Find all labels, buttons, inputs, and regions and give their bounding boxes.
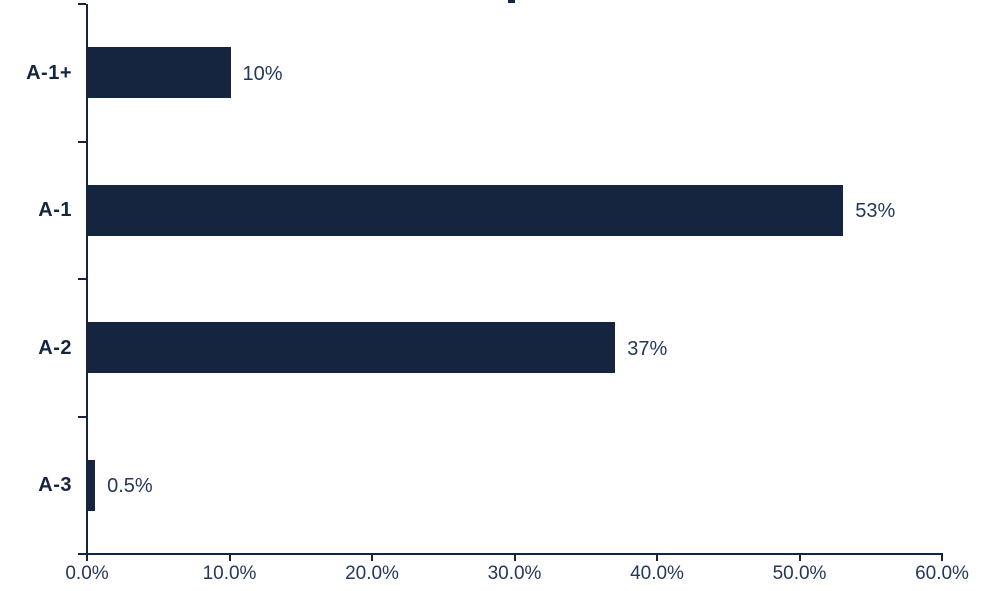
bar-a-1 (88, 184, 844, 236)
value-label: 10% (242, 62, 283, 85)
y-axis-tick (78, 553, 86, 555)
x-axis-tick (656, 555, 658, 561)
x-axis-tick (513, 555, 516, 561)
bar-a-2 (88, 322, 616, 374)
bar-a-1- (88, 47, 231, 99)
x-axis-tick-label: 20.0% (345, 563, 399, 584)
y-axis-tick (78, 140, 86, 143)
y-axis-tick (78, 3, 86, 5)
category-label: A-1 (38, 199, 72, 222)
x-axis-tick (86, 555, 88, 561)
cropped-title-fragment (508, 0, 515, 3)
x-axis-line (86, 553, 943, 555)
x-axis-tick-label: 0.0% (65, 563, 109, 584)
category-label: A-3 (38, 474, 72, 497)
x-axis-tick-label: 60.0% (915, 563, 969, 584)
x-axis-tick (228, 555, 231, 561)
category-label: A-2 (38, 336, 72, 359)
x-axis-tick-label: 40.0% (630, 563, 684, 584)
value-label: 53% (855, 200, 896, 223)
bar-a-3 (88, 459, 96, 511)
category-label: A-1+ (26, 61, 72, 84)
x-axis-tick-label: 30.0% (487, 563, 542, 584)
x-axis-tick (371, 555, 373, 561)
x-axis-tick-label: 10.0% (202, 563, 257, 584)
y-axis-tick (78, 415, 86, 418)
x-axis-tick-label: 50.0% (772, 563, 827, 584)
value-label: 37% (627, 337, 668, 360)
value-label: 0.5% (107, 475, 153, 498)
y-axis-tick (78, 278, 86, 280)
x-axis-tick (798, 555, 801, 561)
y-axis-line (86, 4, 88, 554)
x-axis-tick (941, 555, 943, 561)
